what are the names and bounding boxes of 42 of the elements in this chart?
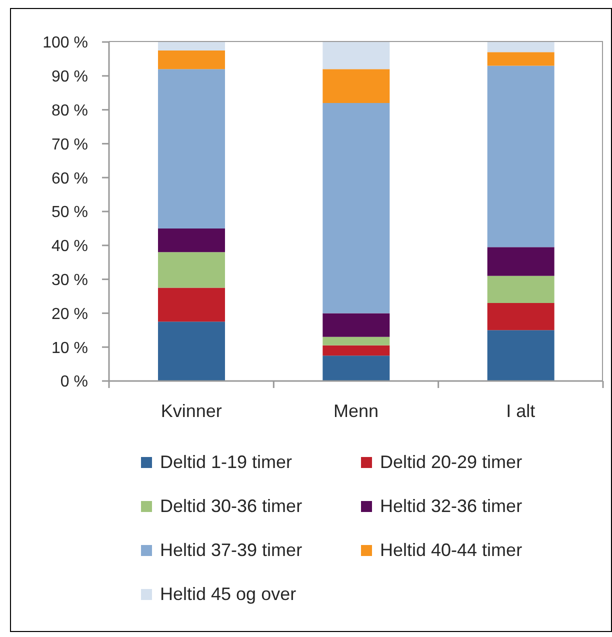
y-tick-label: 10 % <box>52 340 88 357</box>
bar <box>487 42 554 52</box>
bar <box>487 303 554 330</box>
bar <box>158 252 225 288</box>
bar <box>487 330 554 381</box>
y-tick-label: 100 % <box>42 34 88 52</box>
y-tick-label: 40 % <box>52 238 88 256</box>
y-tick-label: 80 % <box>52 102 88 120</box>
bar <box>158 228 225 252</box>
bar <box>158 69 225 228</box>
bar <box>487 52 554 66</box>
y-tick-label: 90 % <box>52 68 88 86</box>
y-tick-label: 50 % <box>52 204 88 222</box>
bar <box>322 345 390 356</box>
bar <box>322 42 390 70</box>
bar <box>158 42 225 50</box>
legend-label: Deltid 30-36 timer <box>160 496 302 516</box>
legend-label: Heltid 40-44 timer <box>380 540 522 560</box>
x-tick-label: I alt <box>506 401 536 421</box>
bar <box>322 69 390 104</box>
x-tick-label: Kvinner <box>160 401 222 421</box>
y-tick-label: 70 % <box>52 136 88 154</box>
y-tick-label: 60 % <box>52 170 88 188</box>
y-tick-label: 20 % <box>52 306 88 323</box>
bar <box>158 322 225 381</box>
legend-label: Heltid 32-36 timer <box>380 496 522 516</box>
y-tick-label: 0 % <box>60 374 88 391</box>
bar <box>487 276 554 304</box>
y-tick-label: 30 % <box>52 272 88 289</box>
legend-label: Deltid 1-19 timer <box>160 452 292 472</box>
bar <box>158 288 225 322</box>
bar <box>487 66 554 248</box>
bar <box>322 313 390 337</box>
bar <box>322 103 390 314</box>
legend-label: Heltid 37-39 timer <box>160 540 302 560</box>
bar <box>322 356 390 381</box>
legend-label: Heltid 45 og over <box>160 584 296 604</box>
x-tick-label: Menn <box>333 401 379 421</box>
legend-label: Deltid 20-29 timer <box>380 452 522 472</box>
bar <box>322 336 390 346</box>
bar <box>158 50 225 70</box>
bar <box>487 247 554 276</box>
